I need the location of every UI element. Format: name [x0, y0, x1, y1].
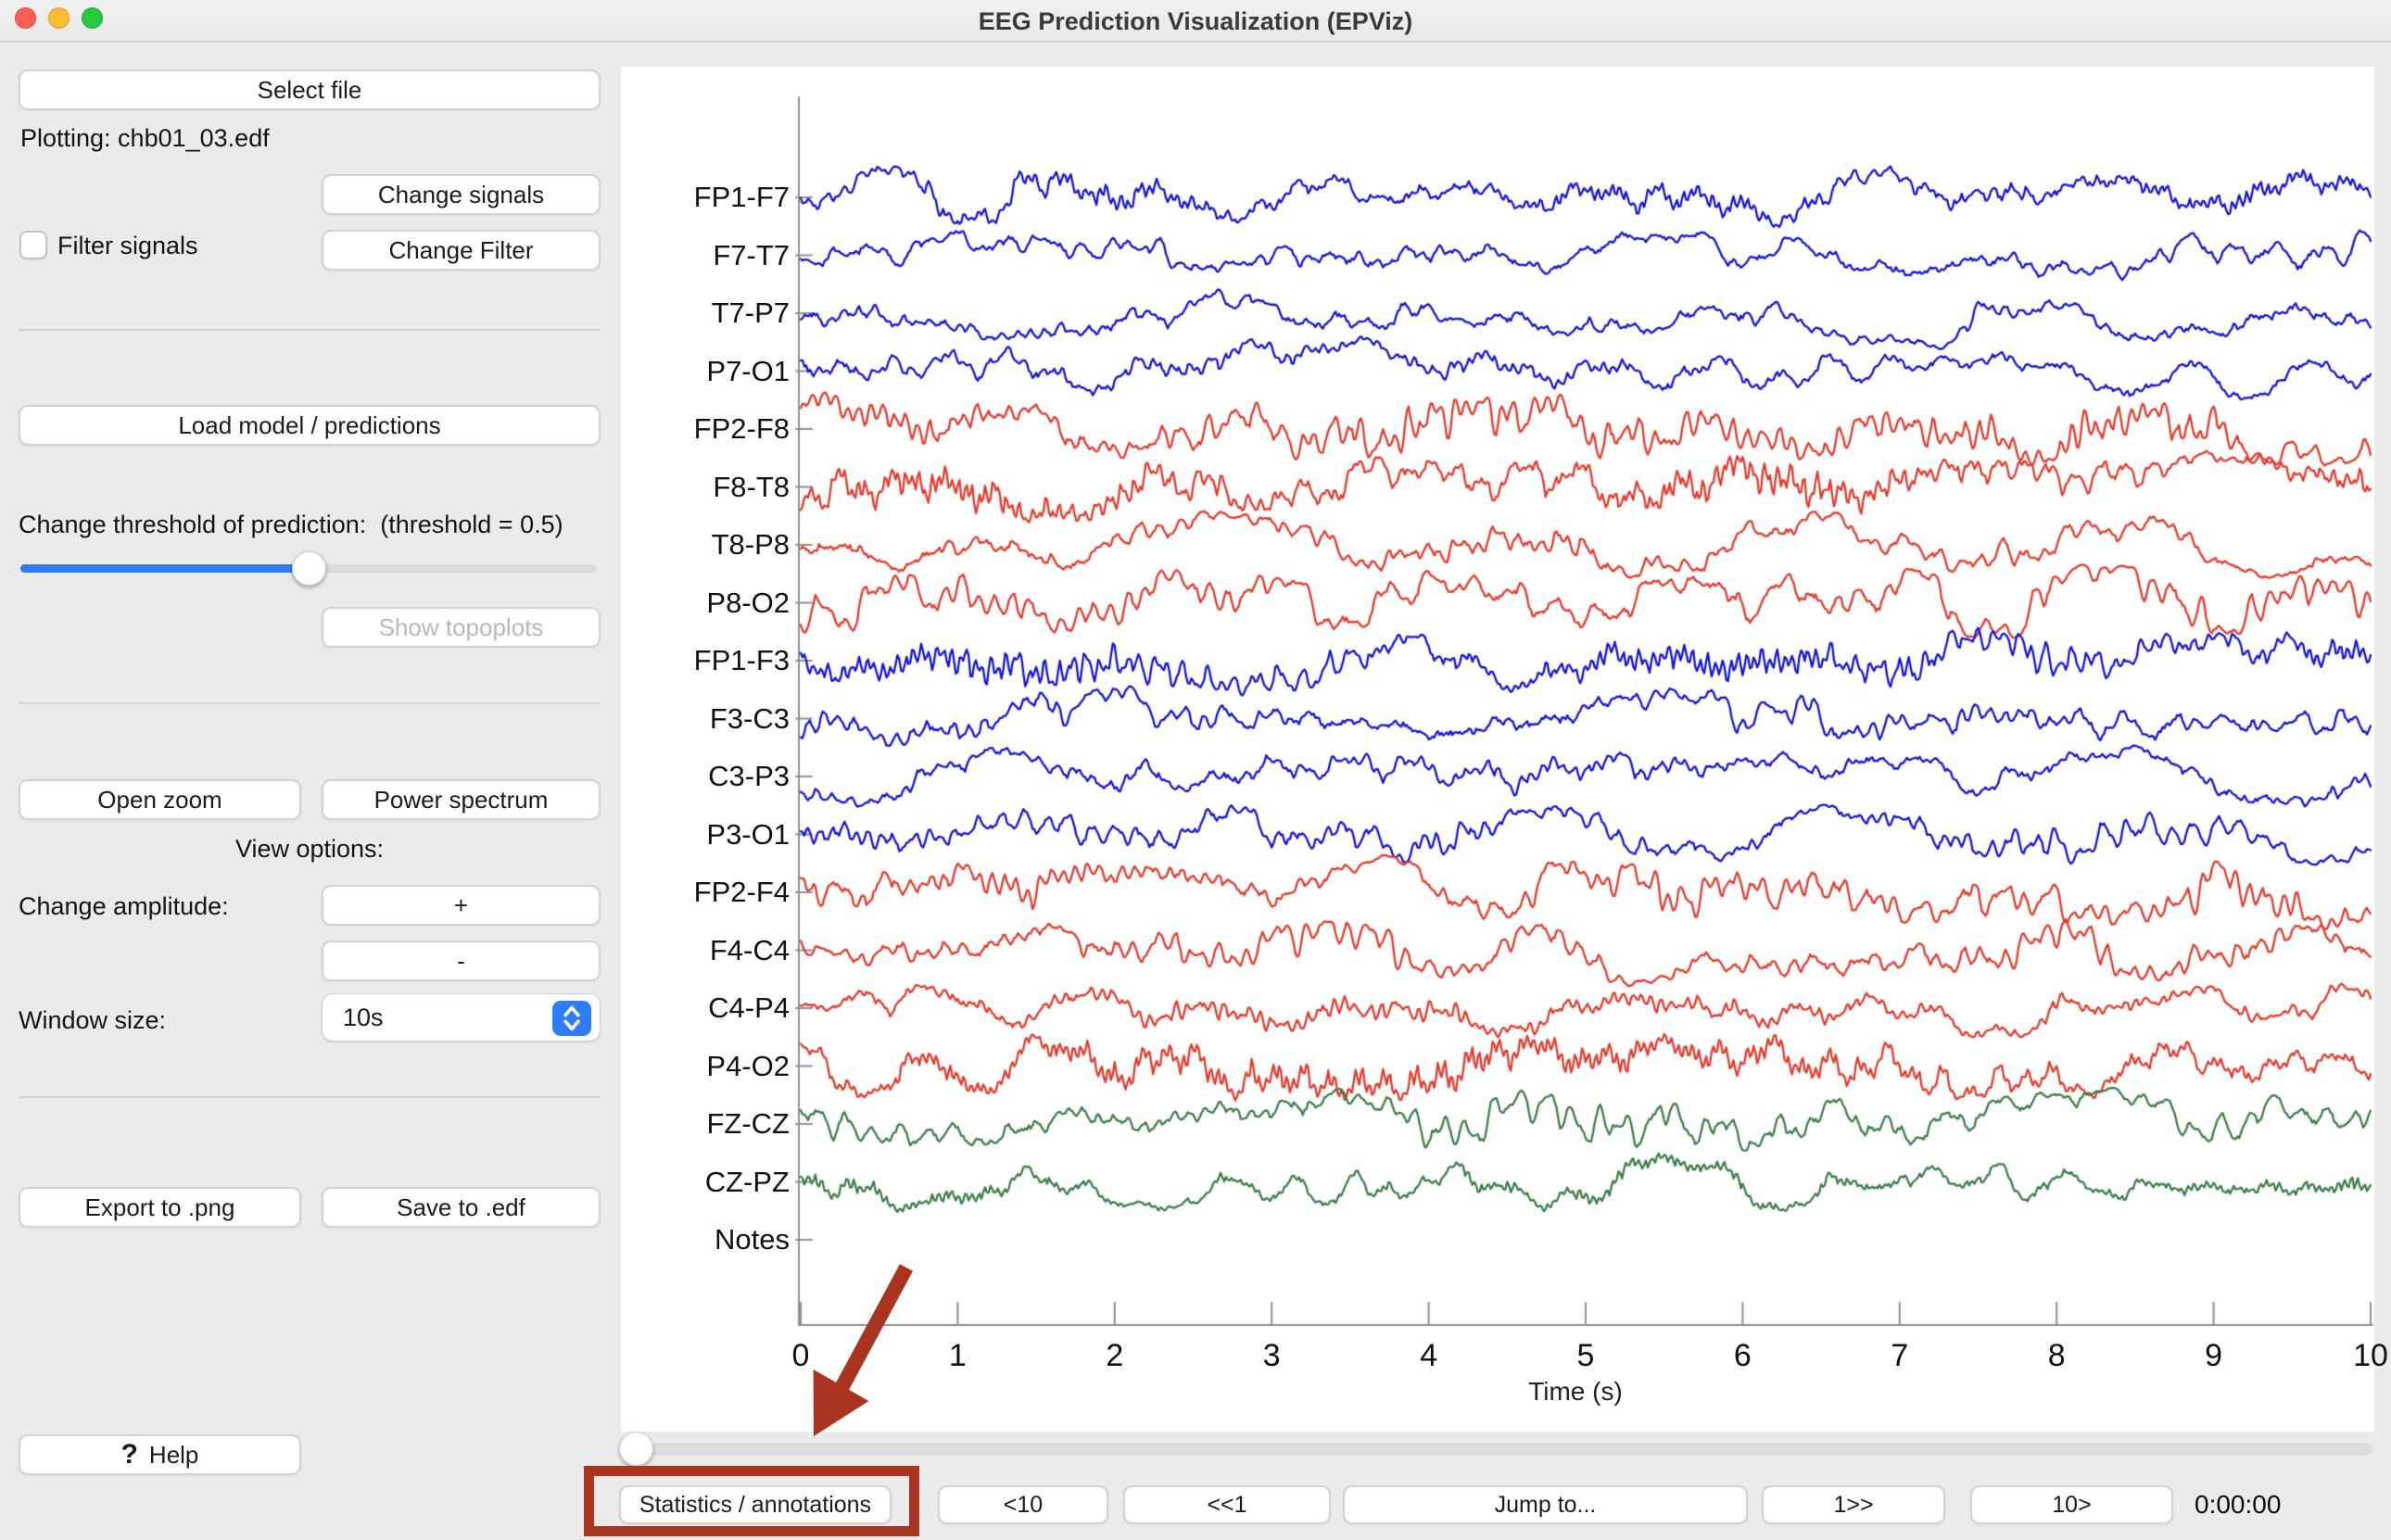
x-tick-label: 2	[1106, 1338, 1124, 1373]
window-size-label: Window size:	[19, 1006, 167, 1034]
channel-label-FZ-CZ: FZ-CZ	[706, 1107, 790, 1140]
current-time-display: 0:00:00	[2195, 1490, 2282, 1519]
threshold-label: Change threshold of prediction: (thresho…	[19, 511, 563, 538]
channel-label-F4-C4: F4-C4	[709, 933, 790, 966]
x-tick-label: 7	[1891, 1338, 1909, 1373]
x-tick-label: 10	[2353, 1338, 2388, 1373]
channel-label-CZ-PZ: CZ-PZ	[704, 1165, 790, 1198]
power-spectrum-button[interactable]: Power spectrum	[322, 779, 601, 820]
divider	[19, 702, 601, 704]
divider	[19, 329, 601, 331]
amplitude-plus-button[interactable]: +	[322, 885, 601, 926]
channel-label-FP2-F4: FP2-F4	[693, 876, 790, 908]
x-tick-label: 0	[791, 1338, 810, 1373]
channel-label-F8-T8: F8-T8	[713, 470, 790, 503]
forward-1-second-button[interactable]: 1>>	[1762, 1485, 1945, 1524]
eeg-plot-panel: FP1-F7 F7-T7 T7-P7 P7-O1 FP2-F8 F8-T8 T8-P8 P8-…	[621, 67, 2388, 1432]
eeg-plot-canvas[interactable]	[621, 67, 2374, 1432]
load-model-predictions-button[interactable]: Load model / predictions	[19, 405, 601, 446]
channel-label-Notes: Notes	[715, 1223, 790, 1256]
channel-label-P4-O2: P4-O2	[706, 1049, 790, 1082]
x-tick-label: 9	[2205, 1338, 2223, 1373]
x-axis-title: Time (s)	[1528, 1377, 1623, 1406]
threshold-slider-knob[interactable]	[292, 551, 326, 586]
divider	[19, 1096, 601, 1098]
channel-label-F3-C3: F3-C3	[709, 701, 790, 735]
channel-label-FP1-F3: FP1-F3	[693, 644, 790, 676]
channel-label-T7-P7: T7-P7	[711, 297, 790, 329]
x-tick-label: 8	[2047, 1338, 2066, 1373]
x-tick-label: 1	[948, 1338, 967, 1373]
window-size-value: 10s	[343, 1003, 384, 1031]
view-options-label: View options:	[234, 835, 385, 863]
position-scrollbar-knob[interactable]	[619, 1432, 653, 1466]
show-topoplots-button[interactable]: Show topoplots	[322, 607, 601, 648]
open-zoom-button[interactable]: Open zoom	[19, 779, 301, 820]
x-tick-label: 5	[1576, 1338, 1595, 1373]
select-file-button[interactable]: Select file	[19, 69, 601, 110]
change-filter-button[interactable]: Change Filter	[322, 230, 601, 271]
channel-label-FP1-F7: FP1-F7	[693, 181, 790, 213]
x-tick-label: 4	[1420, 1338, 1438, 1373]
channel-label-P3-O1: P3-O1	[706, 817, 790, 851]
help-button[interactable]: ? Help	[19, 1434, 301, 1475]
forward-10-seconds-button[interactable]: 10>	[1970, 1485, 2173, 1524]
save-edf-button[interactable]: Save to .edf	[322, 1187, 601, 1228]
close-window-button[interactable]	[15, 7, 36, 29]
x-tick-label: 6	[1733, 1338, 1752, 1373]
back-1-second-button[interactable]: <<1	[1123, 1485, 1331, 1524]
channel-label-T8-P8: T8-P8	[711, 528, 790, 561]
channel-label-P7-O1: P7-O1	[706, 354, 790, 387]
window-size-select[interactable]: 10s	[322, 993, 601, 1041]
filter-signals-checkbox[interactable]	[19, 231, 47, 259]
change-signals-button[interactable]: Change signals	[322, 174, 601, 215]
channel-label-P8-O2: P8-O2	[706, 586, 790, 619]
title-bar: EEG Prediction Visualization (EPViz)	[0, 0, 2391, 43]
channel-label-C4-P4: C4-P4	[708, 991, 790, 1024]
stepper-up-down-icon	[552, 1001, 591, 1036]
export-png-button[interactable]: Export to .png	[19, 1187, 301, 1228]
position-scrollbar-track[interactable]	[623, 1444, 2372, 1455]
channel-label-C3-P3: C3-P3	[708, 760, 790, 792]
channel-label-FP2-F8: FP2-F8	[693, 412, 790, 445]
filter-signals-label: Filter signals	[57, 232, 198, 259]
plotting-filename-label: Plotting: chb01_03.edf	[20, 124, 270, 152]
threshold-slider-fill	[20, 564, 309, 573]
statistics-annotations-button[interactable]: Statistics / annotations	[619, 1485, 892, 1524]
channel-label-F7-T7: F7-T7	[713, 238, 790, 271]
amplitude-minus-button[interactable]: -	[322, 940, 601, 981]
zoom-window-button[interactable]	[82, 7, 103, 29]
jump-to-button[interactable]: Jump to...	[1343, 1485, 1748, 1524]
question-mark-icon: ?	[120, 1439, 138, 1470]
back-10-seconds-button[interactable]: <10	[938, 1485, 1108, 1524]
minimize-window-button[interactable]	[48, 7, 70, 29]
x-tick-label: 3	[1262, 1338, 1281, 1373]
change-amplitude-label: Change amplitude:	[19, 892, 229, 920]
window-title: EEG Prediction Visualization (EPViz)	[978, 7, 1413, 35]
